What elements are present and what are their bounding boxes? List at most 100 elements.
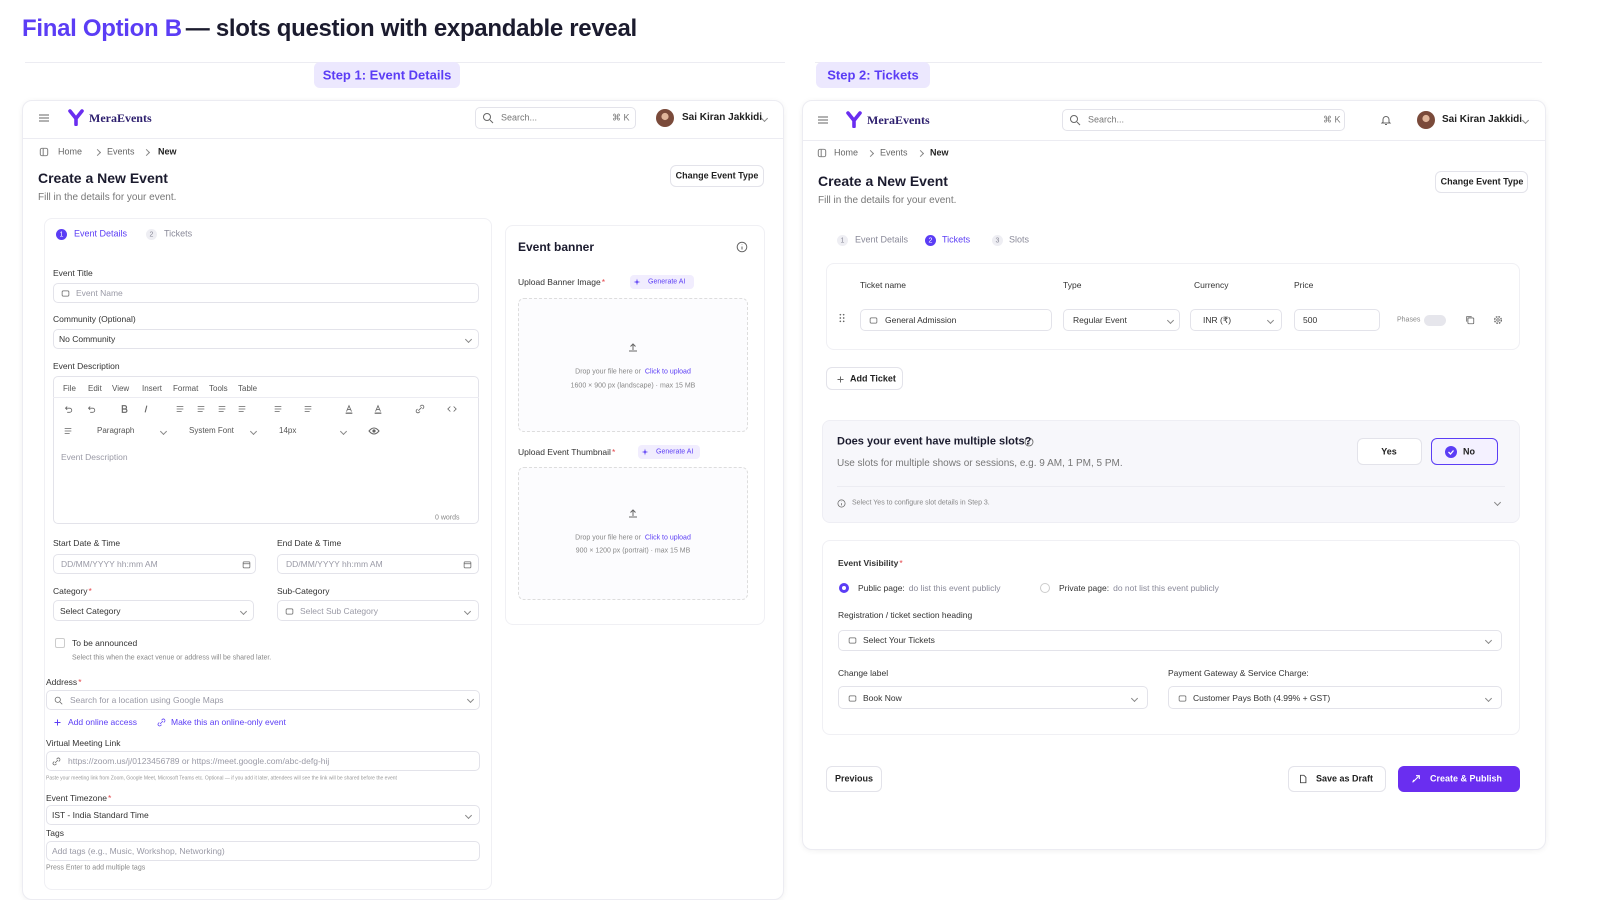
path bbox=[1466, 316, 1472, 322]
divider bbox=[837, 486, 1505, 487]
svg bbox=[837, 499, 845, 507]
tabs-label: Event Details bbox=[855, 234, 909, 245]
icon-crumb bbox=[817, 148, 827, 158]
inp[interactable] bbox=[277, 600, 479, 621]
inp[interactable] bbox=[46, 841, 480, 861]
common-required: * bbox=[601, 276, 606, 287]
app-change-type: Change Event Type bbox=[675, 170, 759, 181]
rad[interactable] bbox=[1040, 583, 1050, 593]
inp[interactable] bbox=[838, 686, 1148, 709]
inp[interactable] bbox=[46, 805, 480, 825]
path bbox=[1412, 775, 1420, 783]
btnb[interactable] bbox=[826, 367, 903, 390]
inp[interactable] bbox=[1062, 109, 1345, 131]
heading-label: Registration / ticket section heading bbox=[838, 609, 973, 620]
inp[interactable] bbox=[1168, 686, 1502, 709]
banner-generate: Generate AI bbox=[648, 278, 686, 286]
common-required: * bbox=[78, 676, 82, 687]
start-label: Start Date & Time bbox=[53, 537, 121, 548]
btnp[interactable] bbox=[1398, 766, 1520, 792]
svg bbox=[285, 608, 293, 614]
app-shortcut: ⌘ K bbox=[1323, 114, 1341, 125]
sec bbox=[44, 218, 492, 890]
inp[interactable] bbox=[46, 690, 480, 710]
tog[interactable] bbox=[1424, 315, 1446, 326]
description-menu: Edit bbox=[88, 384, 102, 393]
icon-field bbox=[285, 607, 294, 616]
app-user: Sai Kiran Jakkidi bbox=[682, 112, 763, 123]
divider bbox=[815, 62, 1542, 63]
path bbox=[52, 757, 60, 765]
btnsel[interactable] bbox=[1431, 438, 1498, 465]
btnb[interactable] bbox=[826, 766, 882, 792]
icon-cal bbox=[242, 560, 251, 569]
inp[interactable] bbox=[475, 107, 636, 129]
svg bbox=[218, 406, 226, 412]
circle bbox=[372, 429, 376, 433]
row-name: General Admission bbox=[885, 314, 957, 325]
timezone-label: Event Timezone bbox=[46, 792, 107, 803]
path bbox=[1076, 121, 1081, 126]
rect bbox=[285, 608, 293, 614]
icon-logo bbox=[845, 110, 863, 128]
rect bbox=[869, 317, 877, 323]
meeting-label: Virtual Meeting Link bbox=[46, 737, 121, 748]
icon-menu bbox=[817, 114, 829, 126]
slots-hint: Select Yes to configure slot details in … bbox=[852, 499, 990, 507]
inp[interactable] bbox=[838, 630, 1502, 651]
svg bbox=[1380, 116, 1392, 125]
inp[interactable] bbox=[1063, 309, 1180, 331]
circle bbox=[736, 241, 748, 253]
svg bbox=[483, 113, 494, 124]
svg bbox=[121, 405, 128, 413]
inp[interactable] bbox=[277, 554, 479, 574]
divider bbox=[22, 138, 784, 139]
svg bbox=[1466, 316, 1475, 325]
inp[interactable] bbox=[53, 376, 479, 524]
divider bbox=[53, 397, 479, 398]
path bbox=[629, 343, 637, 352]
inp[interactable] bbox=[1294, 309, 1380, 331]
inp[interactable] bbox=[860, 309, 1052, 331]
description-menu: View bbox=[112, 384, 130, 393]
inp[interactable] bbox=[53, 283, 479, 303]
btnb[interactable] bbox=[1288, 766, 1386, 792]
inp[interactable] bbox=[1190, 309, 1282, 331]
uploads-label: Upload Banner Image bbox=[518, 276, 601, 287]
btnb[interactable] bbox=[1435, 171, 1528, 193]
genpill[interactable] bbox=[630, 275, 694, 289]
category-label: Category bbox=[53, 585, 88, 596]
svg bbox=[54, 696, 63, 705]
circle bbox=[839, 320, 842, 323]
dash bbox=[518, 298, 748, 432]
inp[interactable] bbox=[46, 751, 480, 771]
circle bbox=[1070, 115, 1078, 123]
description-block-format: Paragraph bbox=[97, 426, 135, 435]
path bbox=[176, 406, 184, 412]
gateway-label: Payment Gateway & Service Charge: bbox=[1168, 667, 1309, 678]
app-search: Search... bbox=[1088, 114, 1125, 125]
header-title-highlight: Final Option B bbox=[22, 15, 182, 42]
icon-italic bbox=[141, 404, 151, 414]
event-title-placeholder: Event Name bbox=[76, 287, 123, 298]
svg bbox=[61, 290, 69, 296]
icon-search bbox=[1069, 114, 1081, 126]
chk[interactable] bbox=[55, 638, 65, 648]
public-label: Public page: bbox=[858, 582, 905, 593]
description-menu: Format bbox=[173, 384, 199, 393]
btnb[interactable] bbox=[670, 165, 764, 187]
inp[interactable] bbox=[53, 329, 479, 349]
svg bbox=[818, 116, 828, 124]
banner-upload-link: Click to upload bbox=[644, 368, 691, 376]
radsel[interactable] bbox=[839, 583, 849, 593]
uploads-label: Upload Event Thumbnail bbox=[518, 446, 611, 457]
inp[interactable] bbox=[53, 554, 256, 574]
icon-search bbox=[54, 696, 63, 705]
path bbox=[368, 427, 380, 435]
common-required: * bbox=[88, 585, 92, 596]
genpill[interactable] bbox=[638, 445, 700, 459]
btnb[interactable] bbox=[1357, 438, 1422, 465]
icon-cal bbox=[463, 560, 472, 569]
inp[interactable] bbox=[53, 600, 254, 621]
